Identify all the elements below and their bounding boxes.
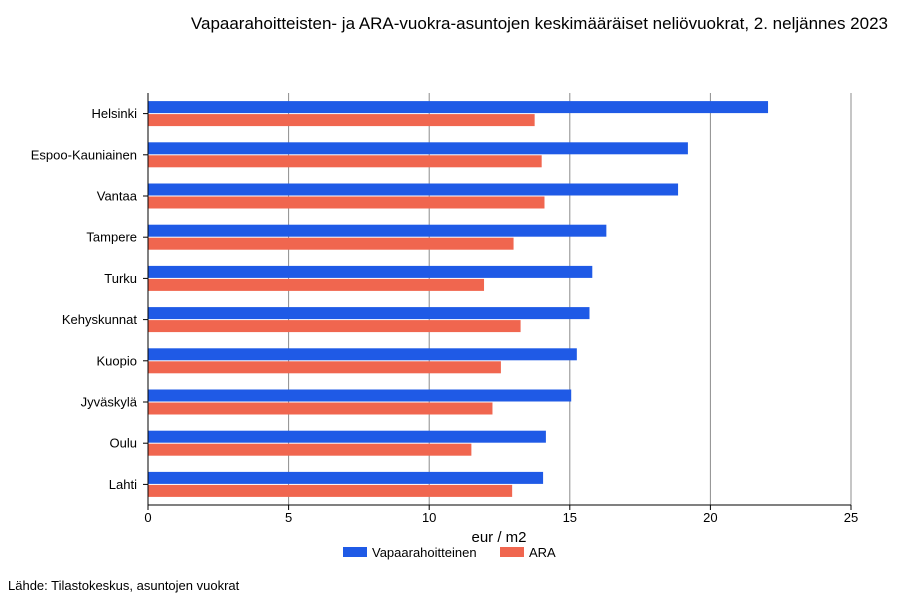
legend-label-ara: ARA — [529, 545, 556, 560]
bar-ara-9 — [148, 484, 513, 497]
x-tick-label: 25 — [844, 510, 858, 525]
bar-ara-0 — [148, 114, 535, 127]
bar-ara-8 — [148, 443, 472, 456]
category-label: Kuopio — [97, 353, 137, 368]
x-tick-label: 15 — [563, 510, 577, 525]
x-tick-label: 5 — [285, 510, 292, 525]
x-tick-label: 0 — [144, 510, 151, 525]
bar-vapaarahoitteinen-5 — [148, 307, 590, 320]
x-tick-label: 10 — [422, 510, 436, 525]
axes — [143, 93, 851, 506]
bar-vapaarahoitteinen-3 — [148, 224, 607, 237]
category-label: Tampere — [86, 230, 137, 245]
x-axis-label: eur / m2 — [471, 529, 526, 546]
category-label: Jyväskylä — [81, 395, 138, 410]
legend-swatch-vapaarahoitteinen — [343, 547, 367, 557]
legend-label-vapaarahoitteinen: Vapaarahoitteinen — [372, 545, 477, 560]
category-label: Vantaa — [97, 189, 138, 204]
bar-vapaarahoitteinen-1 — [148, 142, 688, 155]
bar-ara-7 — [148, 402, 493, 415]
bar-vapaarahoitteinen-7 — [148, 389, 572, 402]
bar-vapaarahoitteinen-0 — [148, 101, 769, 114]
category-label: Helsinki — [91, 106, 137, 121]
category-label: Oulu — [110, 436, 137, 451]
x-tick-labels: 0 5 10 15 20 25 — [144, 510, 858, 525]
bar-vapaarahoitteinen-6 — [148, 348, 577, 361]
category-label: Espoo-Kauniainen — [31, 147, 137, 162]
bar-ara-6 — [148, 361, 501, 374]
bar-ara-2 — [148, 196, 545, 209]
category-labels: Helsinki Espoo-Kauniainen Vantaa Tampere Tur… — [31, 106, 138, 492]
legend: Vapaarahoitteinen ARA — [343, 545, 556, 560]
chart-title: Vapaarahoitteisten- ja ARA-vuokra-asunto… — [190, 14, 888, 33]
bar-ara-1 — [148, 155, 542, 168]
bars — [148, 101, 769, 497]
bar-vapaarahoitteinen-2 — [148, 183, 679, 196]
category-label: Lahti — [109, 477, 137, 492]
bar-ara-5 — [148, 320, 521, 333]
bar-vapaarahoitteinen-9 — [148, 471, 544, 484]
bar-vapaarahoitteinen-4 — [148, 265, 593, 278]
bar-ara-3 — [148, 237, 514, 250]
legend-swatch-ara — [500, 547, 524, 557]
bar-vapaarahoitteinen-8 — [148, 430, 546, 443]
category-label: Kehyskunnat — [62, 312, 138, 327]
category-label: Turku — [104, 271, 137, 286]
source-note: Lähde: Tilastokeskus, asuntojen vuokrat — [8, 578, 240, 593]
bar-ara-4 — [148, 278, 485, 291]
x-tick-label: 20 — [703, 510, 717, 525]
